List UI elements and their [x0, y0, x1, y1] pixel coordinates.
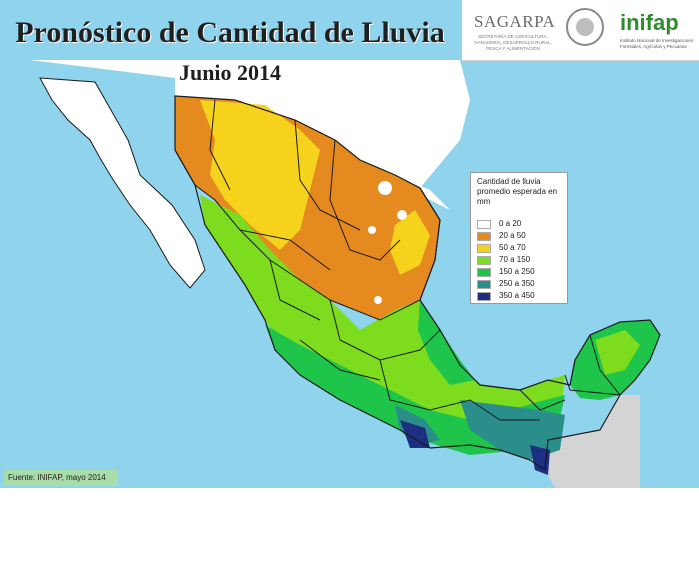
legend-label: 150 a 250 [499, 267, 535, 276]
legend-title: Cantidad de lluvia promedio esperada en … [477, 177, 558, 206]
map-subtitle: Junio 2014 [178, 60, 282, 85]
legend-swatch [477, 244, 491, 253]
legend-label: 20 a 50 [499, 231, 526, 240]
central-america-land [545, 395, 640, 488]
inifap-logo: inifap [620, 10, 679, 35]
legend-label: 250 a 350 [499, 279, 535, 288]
dry-spot-2 [397, 210, 407, 220]
mexico-map [30, 60, 661, 488]
region-50-70 [200, 100, 320, 250]
rainfall-map: Pronóstico de Cantidad de Lluvia Junio 2… [0, 0, 699, 488]
yucatan-green-light [595, 330, 640, 375]
baja-california [39, 77, 206, 289]
region-50-70-b [390, 210, 430, 275]
legend-swatch [477, 256, 491, 265]
inifap-subtitle: Instituto Nacional de Investigaciones Fo… [620, 38, 694, 49]
legend-item: 250 a 350 [477, 279, 565, 290]
legend-item: 70 a 150 [477, 255, 565, 266]
dry-spot-1 [378, 181, 392, 195]
legend-swatch [477, 268, 491, 277]
mexico-seal-icon [566, 8, 604, 46]
logos-banner: SAGARPA SECRETARÍA DE AGRICULTURA, GANAD… [462, 0, 699, 61]
dry-spot-3 [368, 226, 376, 234]
map-title: Pronóstico de Cantidad de Lluvia [15, 16, 445, 49]
legend-label: 0 a 20 [499, 219, 522, 228]
legend-item: 150 a 250 [477, 267, 565, 278]
sagarpa-logo: SAGARPA [474, 12, 556, 31]
dry-spot-4 [374, 296, 382, 304]
legend-item: 0 a 20 [477, 219, 565, 230]
legend-label: 350 a 450 [499, 291, 535, 300]
sagarpa-subtitle: SECRETARÍA DE AGRICULTURA, GANADERÍA, DE… [474, 34, 552, 51]
legend-swatch [477, 292, 491, 301]
legend-swatch [477, 280, 491, 289]
legend-swatch [477, 220, 491, 229]
region-70-150 [200, 195, 565, 445]
region-250-350 [460, 400, 565, 460]
legend-swatch [477, 232, 491, 241]
legend-item: 350 a 450 [477, 291, 565, 302]
legend-label: 50 a 70 [499, 243, 526, 252]
legend-label: 70 a 150 [499, 255, 531, 264]
legend-item: 20 a 50 [477, 231, 565, 242]
source-note: Fuente: INIFAP, mayo 2014 [4, 470, 118, 486]
legend-item: 50 a 70 [477, 243, 565, 254]
legend: Cantidad de lluvia promedio esperada en … [470, 172, 568, 304]
region-350-450 [400, 420, 430, 448]
usa-land [30, 60, 470, 188]
mexico-outline [174, 95, 661, 472]
